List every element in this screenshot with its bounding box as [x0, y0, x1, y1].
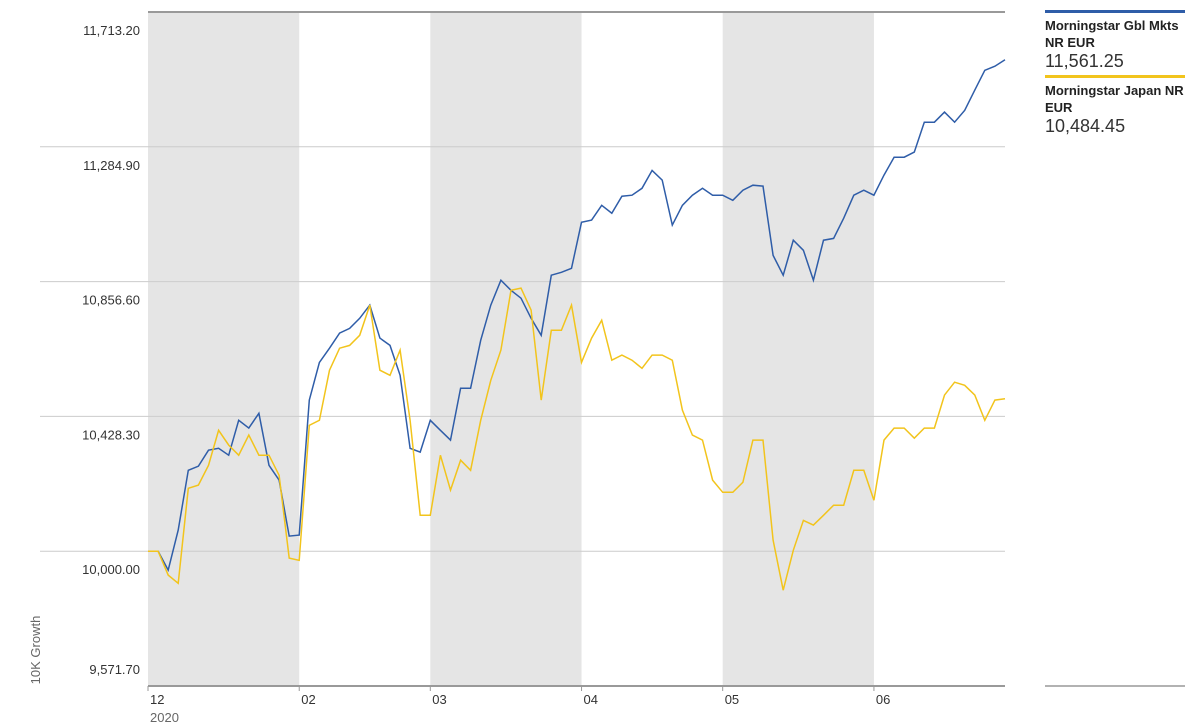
series-line: [148, 287, 1006, 591]
y-tick-label: 9,571.70: [89, 662, 140, 677]
shaded-band: [430, 12, 582, 686]
series-line: [148, 59, 1006, 573]
shaded-band: [148, 12, 300, 686]
legend-value: 11,561.25: [1045, 51, 1124, 71]
y-tick-label: 11,284.90: [83, 158, 140, 173]
legend-entry: Morningstar Japan NR EUR 10,484.45: [1045, 75, 1185, 136]
shaded-band: [722, 12, 874, 686]
legend-name: Morningstar Gbl Mkts NR EUR: [1045, 18, 1179, 50]
y-tick-label: 10,428.30: [82, 427, 140, 442]
legend-entry: Morningstar Gbl Mkts NR EUR 11,561.25: [1045, 10, 1185, 71]
y-tick-label: 11,713.20: [83, 23, 140, 38]
x-tick-label: 02: [301, 692, 315, 707]
x-tick-label: 04: [584, 692, 598, 707]
legend-value: 10,484.45: [1045, 116, 1126, 136]
x-sublabel: 2020: [150, 710, 179, 725]
x-tick-label: 05: [725, 692, 739, 707]
legend-name: Morningstar Japan NR EUR: [1045, 83, 1184, 115]
y-tick-label: 10,000.00: [82, 562, 140, 577]
x-tick-label: 03: [432, 692, 446, 707]
x-tick-label: 12: [150, 692, 164, 707]
y-axis-label: 10K Growth: [28, 616, 43, 685]
legend: Morningstar Gbl Mkts NR EUR 11,561.25 Morn…: [1045, 10, 1185, 140]
y-tick-label: 10,856.60: [82, 293, 140, 308]
x-tick-label: 06: [876, 692, 890, 707]
